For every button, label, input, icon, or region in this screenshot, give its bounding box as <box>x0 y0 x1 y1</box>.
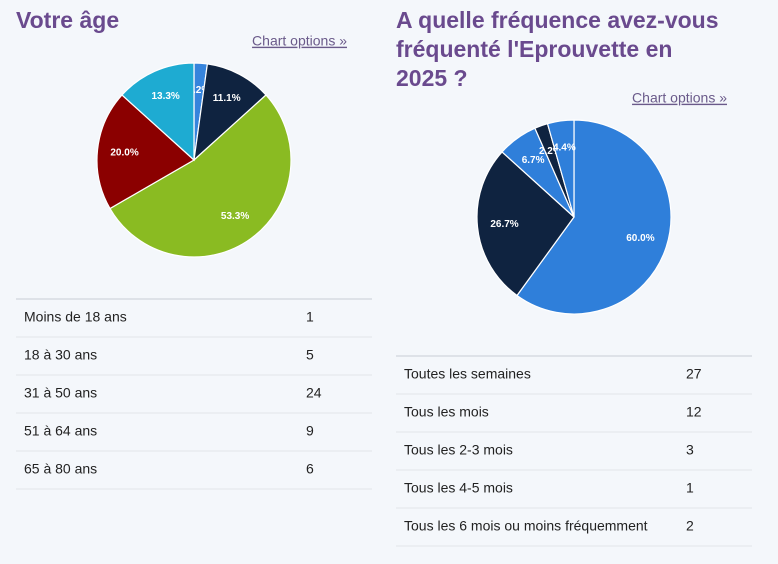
pie-slice <box>476 151 575 297</box>
pie-slice <box>96 94 196 210</box>
slice-label: 53.3% <box>221 211 249 222</box>
slice-label: 13.3% <box>151 91 179 102</box>
slice-label: 20.0% <box>110 147 138 158</box>
chart-options-link[interactable]: Chart options » <box>252 33 347 49</box>
table-cell-count: 3 <box>686 442 694 458</box>
table-cell-label: Toutes les semaines <box>404 366 531 382</box>
pie-slice <box>109 94 292 258</box>
table-cell-count: 24 <box>306 385 322 401</box>
table-cell-count: 9 <box>306 423 314 439</box>
pie-slice <box>516 119 672 315</box>
slice-label: 4.4% <box>553 142 576 153</box>
slice-label: 26.7% <box>490 219 518 230</box>
table-cell-count: 2 <box>686 518 694 534</box>
table-cell-label: 31 à 50 ans <box>24 385 97 401</box>
table-cell-label: Tous les 2-3 mois <box>404 442 513 458</box>
table-cell-count: 27 <box>686 366 702 382</box>
table-cell-count: 6 <box>306 461 314 477</box>
pie-slice <box>546 119 575 218</box>
table-cell-label: Tous les mois <box>404 404 489 420</box>
slice-label: 60.0% <box>626 233 654 244</box>
table-cell-label: Tous les 4-5 mois <box>404 480 513 496</box>
slice-label: 6.7% <box>522 155 545 166</box>
table-cell-label: 51 à 64 ans <box>24 423 97 439</box>
table-cell-label: Tous les 6 mois ou moins fréquemment <box>404 518 648 534</box>
pie-slice <box>121 62 195 162</box>
table-cell-label: 65 à 80 ans <box>24 461 97 477</box>
table-cell-label: Moins de 18 ans <box>24 309 127 325</box>
chart-options-link[interactable]: Chart options » <box>632 90 727 106</box>
table-cell-count: 5 <box>306 347 314 363</box>
table-cell-count: 1 <box>306 309 314 325</box>
table-cell-count: 1 <box>686 480 694 496</box>
section-title: Votre âge <box>16 7 119 33</box>
slice-label: 2.2% <box>187 85 210 96</box>
table-cell-label: 18 à 30 ans <box>24 347 97 363</box>
pie-slice <box>193 63 267 162</box>
section-title: A quelle fréquence avez-vous fréquenté l'… <box>396 7 719 91</box>
slice-label: 11.1% <box>213 93 241 104</box>
table-cell-count: 12 <box>686 404 702 420</box>
slice-label: 2.2% <box>539 146 562 157</box>
